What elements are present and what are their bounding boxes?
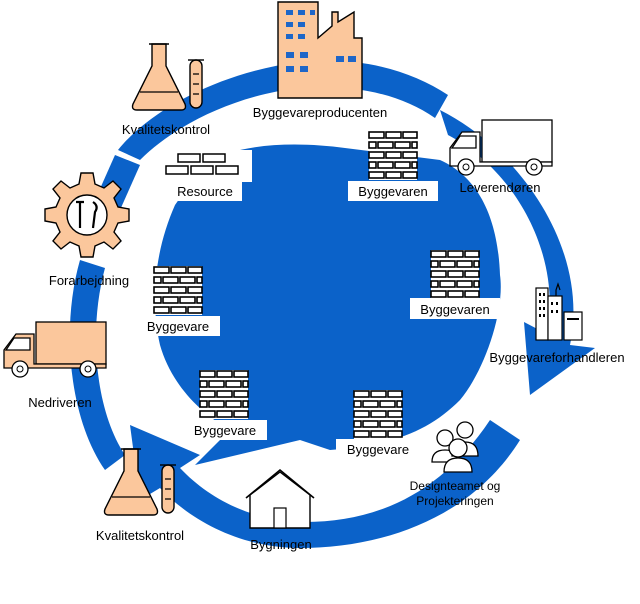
resource-label-bg <box>164 181 242 201</box>
resource-brick-icon <box>162 150 252 182</box>
office-buildings-icon <box>535 282 583 341</box>
demolisher-label: Nedriveren <box>28 395 92 410</box>
dealer-label: Byggevareforhandleren <box>489 350 624 365</box>
product-right-label-bg <box>410 298 500 319</box>
supplier-label: Leverendøren <box>460 180 541 195</box>
product-top-label-bg <box>348 181 438 201</box>
preparation-label: Forarbejdning <box>49 273 129 288</box>
product-bottom-left-label-bg <box>183 420 267 440</box>
users-icon <box>431 421 479 473</box>
product-bottom-right-brick-icon <box>353 389 403 440</box>
product-right-brick-icon <box>430 249 480 300</box>
product-bottom-left-brick-icon <box>199 369 249 420</box>
designteam-label-line1: Designteamet og <box>410 479 501 493</box>
demolisher-truck-icon <box>3 321 107 378</box>
house-icon <box>245 468 315 529</box>
product-bottom-left-label: Byggevare <box>194 423 256 438</box>
resource-label: Resource <box>177 184 233 199</box>
product-left-brick-icon <box>153 265 203 316</box>
cycle-arrow-bottom <box>130 420 520 548</box>
building-label: Bygningen <box>250 537 311 552</box>
gear-tools-icon <box>44 172 130 258</box>
product-left-label-bg <box>136 316 220 336</box>
product-left-label: Byggevare <box>147 319 209 334</box>
qc-bottom-label: Kvalitetskontrol <box>96 528 184 543</box>
qc-top-label: Kvalitetskontrol <box>122 122 210 137</box>
factory-icon <box>277 1 363 99</box>
product-bottom-right-label: Byggevare <box>347 442 409 457</box>
cycle-arrow-top <box>118 60 448 160</box>
product-top-brick-icon <box>368 130 418 181</box>
designteam-label-line2: Projekteringen <box>416 494 493 508</box>
qc-top-flask-icon <box>131 43 205 111</box>
producer-label: Byggevareproducenten <box>253 105 387 120</box>
cycle-arrow-left <box>69 260 125 470</box>
product-top-label: Byggevaren <box>358 184 427 199</box>
product-bottom-right-label-bg <box>336 439 421 459</box>
product-right-label: Byggevaren <box>420 302 489 317</box>
